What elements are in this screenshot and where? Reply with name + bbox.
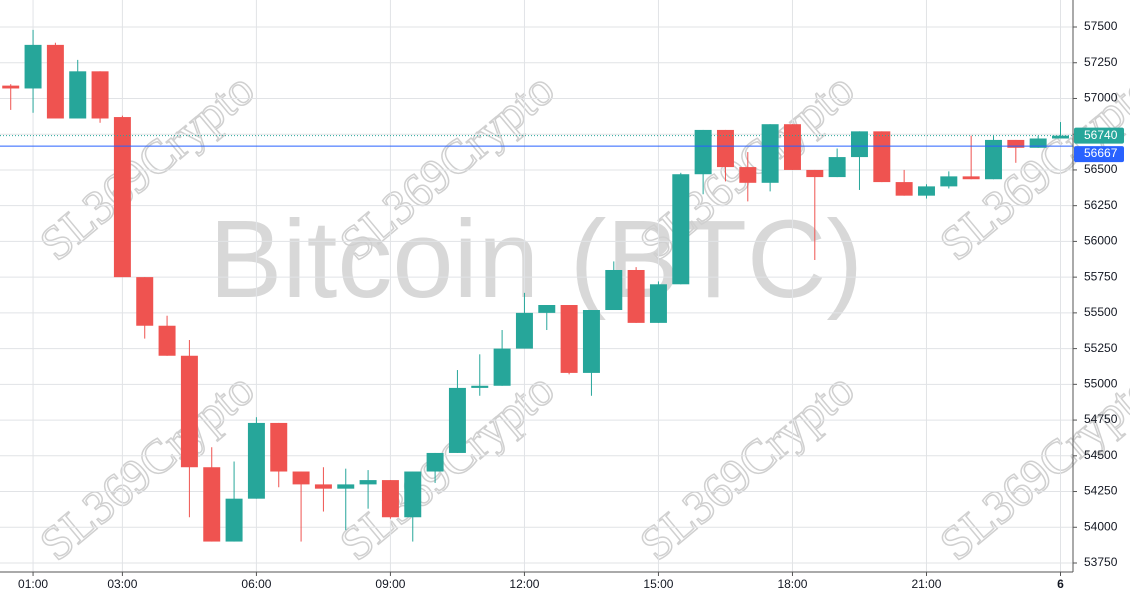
y-tick-label: 54000 [1084, 519, 1118, 533]
candle-body [2, 85, 20, 89]
grid [0, 0, 1073, 572]
candle-body [493, 348, 511, 386]
candle-body [895, 182, 913, 196]
candle-body [1007, 139, 1025, 148]
y-tick-label: 53750 [1084, 555, 1118, 569]
candle-body [180, 355, 198, 468]
candle-body [203, 467, 221, 542]
x-tick-label: 03:00 [107, 577, 137, 591]
y-tick-label: 55500 [1084, 305, 1118, 319]
reference-price-label: 56667 [1084, 146, 1118, 160]
y-tick-label: 57250 [1084, 55, 1118, 69]
candle-body [359, 480, 377, 485]
x-tick-label: 01:00 [18, 577, 48, 591]
candle-body [292, 471, 310, 485]
candle-body [582, 310, 600, 373]
candle-body [471, 385, 489, 388]
candle-body [873, 131, 891, 183]
current-price-label: 56740 [1084, 128, 1118, 142]
brand-watermark: SL369Crypto [330, 362, 564, 571]
y-tick-label: 55250 [1084, 341, 1118, 355]
x-tick-label: 09:00 [375, 577, 405, 591]
candle-body [448, 387, 466, 453]
candle-body [158, 325, 176, 356]
y-tick-label: 56250 [1084, 198, 1118, 212]
candle-body [940, 176, 958, 187]
x-tick-label: 06:00 [241, 577, 271, 591]
candle-body [381, 480, 399, 518]
candle-body [672, 174, 690, 285]
candle-body [605, 269, 623, 311]
x-tick-label: 15:00 [643, 577, 673, 591]
candle-body [1052, 135, 1069, 139]
y-tick-label: 57000 [1084, 91, 1118, 105]
candle-body [850, 131, 868, 158]
y-tick-label: 55000 [1084, 377, 1118, 391]
axes: 53750 54000 54250 54500 54750 55000 55250 55500… [0, 0, 1124, 591]
watermarks: Bitcoin (BTC) SL369Crypto SL369Crypto SL369… [29, 62, 1130, 572]
candle-body [560, 305, 578, 373]
current-price-box [1074, 127, 1124, 144]
candle-body [24, 44, 42, 89]
brand-watermark: SL369Crypto [930, 362, 1130, 571]
brand-watermark: SL369Crypto [630, 362, 864, 571]
candle-body [917, 186, 935, 196]
candle-body [46, 44, 64, 119]
candle-body [69, 71, 87, 119]
candle-body [515, 312, 533, 349]
candle-body [225, 498, 243, 542]
candle-body [247, 422, 265, 499]
candle-body [426, 452, 444, 472]
candle-body [962, 176, 980, 180]
candle-body [538, 305, 556, 313]
x-tick-label: 18:00 [777, 577, 807, 591]
candle-body [716, 129, 734, 168]
y-tick-label: 54500 [1084, 448, 1118, 462]
x-tick-label: 21:00 [911, 577, 941, 591]
y-tick-label: 54250 [1084, 484, 1118, 498]
candle-body [404, 471, 422, 518]
candle-body [694, 129, 712, 175]
candle-body [91, 71, 109, 119]
candle-body [649, 284, 667, 323]
candle-body [739, 167, 757, 183]
candle-body [627, 269, 645, 323]
y-tick-label: 57500 [1084, 19, 1118, 33]
y-tick-label: 56500 [1084, 162, 1118, 176]
candle-body [337, 484, 355, 489]
reference-price-box [1074, 146, 1124, 163]
y-tick-label: 55750 [1084, 269, 1118, 283]
y-tick-label: 54750 [1084, 412, 1118, 426]
watermark-title: Bitcoin (BTC) [209, 198, 863, 321]
candle-body [761, 124, 779, 183]
candle-body [113, 117, 131, 278]
candle-body [270, 422, 288, 472]
candle-body [783, 124, 801, 170]
candles [0, 29, 1073, 542]
candle-body [984, 139, 1002, 180]
candle-body [314, 484, 332, 489]
x-tick-label: 12:00 [509, 577, 539, 591]
y-tick-label: 56000 [1084, 234, 1118, 248]
candle-body [828, 157, 846, 178]
candle-body [806, 169, 824, 178]
candle-body [136, 277, 154, 326]
x-tick-label: 6 [1057, 577, 1064, 591]
candle-body [1029, 138, 1047, 148]
